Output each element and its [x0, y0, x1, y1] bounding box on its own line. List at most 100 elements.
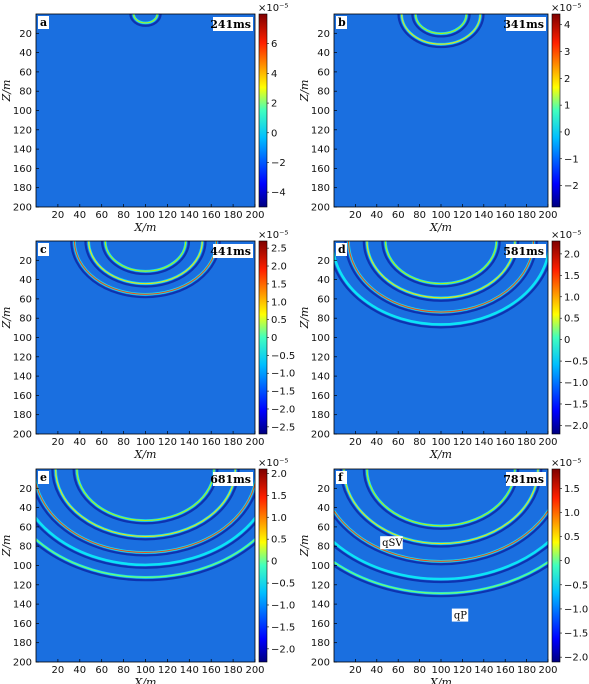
x-tick-label: 20	[349, 437, 362, 448]
colorbar-tick-label: −1.5	[564, 399, 588, 410]
wavefront-core	[348, 241, 534, 313]
x-axis-label: X/m	[134, 676, 157, 684]
wavefront-halo	[100, 241, 191, 276]
x-axis-label: X/m	[134, 221, 157, 234]
x-tick-label: 180	[517, 210, 536, 221]
x-tick-label: 180	[224, 210, 243, 221]
y-tick-label: 180	[311, 183, 330, 194]
wavefront-halo	[36, 542, 255, 582]
y-tick-label: 160	[311, 164, 330, 175]
colorbar-exponent: ×10⁻⁵	[551, 230, 581, 241]
x-tick-label: 20	[349, 665, 362, 676]
wavefront-core	[366, 469, 516, 527]
time-label: 581ms	[503, 245, 544, 258]
x-tick-label: 60	[95, 210, 108, 221]
x-tick-label: 180	[224, 437, 243, 448]
y-tick-label: 40	[317, 48, 330, 59]
colorbar-tick-label: 0	[271, 333, 277, 344]
wavefront-core	[74, 241, 217, 295]
wavefront-core	[415, 14, 467, 35]
x-axis-label: X/m	[429, 221, 452, 234]
y-tick-label: 140	[13, 372, 32, 383]
x-tick-label: 180	[517, 437, 536, 448]
y-tick-label: 80	[317, 87, 330, 98]
x-tick-label: 200	[538, 210, 557, 221]
panel-letter-box	[38, 16, 49, 29]
colorbar	[258, 468, 268, 663]
time-label: 681ms	[210, 473, 251, 486]
y-tick-label: 200	[13, 658, 32, 669]
y-tick-label: 200	[311, 203, 330, 214]
colorbar-tick-label: 1.0	[564, 508, 580, 519]
wavefront-core	[133, 14, 158, 24]
colorbar	[551, 240, 561, 435]
wavefront-halo	[362, 241, 520, 302]
colorbar-tick-label: −1	[564, 154, 579, 165]
panel-d: 20 40 60 80 100 120 140 160 180 20020406080100120…	[298, 230, 588, 461]
y-tick-label: 100	[13, 561, 32, 572]
x-tick-label: 160	[496, 665, 515, 676]
wavefronts	[36, 469, 255, 582]
y-tick-label: 100	[13, 333, 32, 344]
annotation-box	[451, 608, 469, 622]
colorbar-tick-label: 2	[564, 74, 570, 85]
x-tick-label: 200	[245, 665, 264, 676]
x-tick-label: 120	[453, 665, 472, 676]
colorbar	[551, 13, 561, 208]
x-tick-label: 40	[73, 210, 86, 221]
y-tick-label: 120	[13, 580, 32, 591]
y-tick-label: 60	[317, 294, 330, 305]
colorbar-tick-label: 0.5	[271, 535, 287, 546]
x-tick-label: 40	[370, 437, 383, 448]
y-tick-label: 20	[317, 29, 330, 40]
wavefront-halo	[344, 241, 538, 316]
x-tick-label: 80	[413, 210, 426, 221]
y-tick-label: 140	[311, 145, 330, 156]
x-tick-label: 80	[117, 437, 130, 448]
time-label: 781ms	[503, 473, 544, 486]
y-tick-label: 80	[317, 542, 330, 553]
panel-letter-box	[38, 471, 49, 484]
x-tick-label: 160	[496, 437, 515, 448]
x-tick-label: 140	[474, 665, 493, 676]
colorbar-tick-label: −2	[271, 158, 286, 169]
y-tick-label: 40	[19, 48, 32, 59]
colorbar-tick-label: −2.0	[271, 644, 295, 655]
x-tick-label: 40	[370, 665, 383, 676]
wavefront-halo	[334, 262, 548, 329]
colorbar-tick-label: 2	[271, 99, 277, 110]
panel-letter: d	[338, 243, 346, 256]
x-tick-label: 200	[245, 437, 264, 448]
y-tick-label: 100	[311, 333, 330, 344]
wave-annotation: qSV	[382, 538, 403, 549]
y-axis-label: Z/m	[298, 80, 311, 103]
y-tick-label: 40	[19, 503, 32, 514]
colorbar-exponent: ×10⁻⁵	[258, 3, 288, 14]
x-tick-label: 100	[136, 665, 155, 676]
wavefront-halo	[51, 469, 240, 541]
colorbar-tick-label: 0.5	[564, 314, 580, 325]
time-label-box	[213, 244, 253, 258]
colorbar-tick-label: −1.5	[271, 387, 295, 398]
colorbar-tick-label: −2.5	[271, 422, 295, 433]
colorbar-tick-label: 4	[271, 69, 277, 80]
y-tick-label: 40	[317, 503, 330, 514]
x-axis-label: X/m	[429, 676, 452, 684]
wavefront-halo	[334, 514, 548, 566]
x-tick-label: 140	[180, 437, 199, 448]
colorbar-tick-label: 2.0	[271, 262, 287, 273]
y-tick-label: 60	[317, 522, 330, 533]
wavefront-halo	[84, 241, 207, 288]
y-tick-label: 180	[311, 410, 330, 421]
x-axis-label: X/m	[134, 448, 157, 461]
colorbar-tick-label: 0.5	[564, 532, 580, 543]
y-tick-label: 140	[311, 600, 330, 611]
y-tick-label: 120	[311, 352, 330, 363]
wavefront-core	[76, 469, 215, 522]
colorbar-tick-label: 1	[564, 101, 570, 112]
x-tick-label: 100	[431, 665, 450, 676]
wavefronts	[129, 14, 162, 27]
colorbar-tick-label: −1.5	[271, 622, 295, 633]
wavefront-halo	[129, 14, 162, 27]
y-tick-label: 160	[13, 391, 32, 402]
